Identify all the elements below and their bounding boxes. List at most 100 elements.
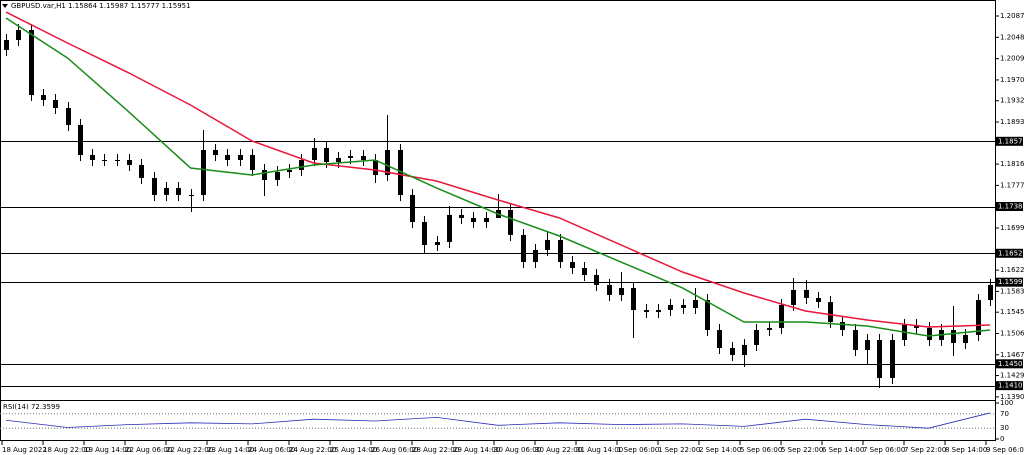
candle-body (508, 210, 513, 235)
candle-body (29, 30, 34, 96)
candle-body (90, 154, 95, 160)
x-tick-label: 5 Sep 22:00 (781, 446, 823, 454)
x-tick-label: 24 Aug 22:00 (289, 446, 336, 454)
candle-body (176, 187, 181, 195)
candle-body (373, 160, 378, 175)
candle-body (250, 154, 255, 170)
candle-body (828, 302, 833, 323)
candle-body (816, 297, 821, 303)
y-tick-label: 1.18930 (1000, 118, 1024, 126)
rsi-tick-label: 70 (1000, 410, 1009, 418)
candle-body (730, 347, 735, 355)
candle-body (754, 330, 759, 345)
candle-body (717, 330, 722, 348)
level-label-box (996, 202, 1023, 212)
candle-body (385, 150, 390, 175)
y-tick-label: 1.15450 (1000, 308, 1024, 316)
candle-body (484, 217, 489, 223)
candle-body (644, 310, 649, 313)
candle-body (189, 194, 194, 196)
menu-arrow[interactable] (2, 4, 8, 8)
candle-body (238, 154, 243, 160)
candle-body (201, 150, 206, 195)
candle-body (139, 164, 144, 178)
candle-body (78, 124, 83, 155)
chart-title: GBPUSD.var,H1 1.15864 1.15987 1.15777 1.… (11, 2, 191, 10)
frame (0, 0, 996, 441)
y-tick-label: 1.19320 (1000, 97, 1024, 105)
rsi-tick-label: 100 (1000, 399, 1013, 407)
x-tick-label: 9 Sep 06:00 (986, 446, 1024, 454)
candle-body (102, 160, 107, 161)
candle-body (299, 160, 304, 170)
rsi-line (5, 412, 991, 429)
candle-body (471, 217, 476, 223)
y-tick-label: 1.14290 (1000, 372, 1024, 380)
candle-body (840, 322, 845, 330)
level-label: 1.17384 (998, 203, 1024, 211)
x-tick-label: 29 Aug 14:00 (453, 446, 500, 454)
candle-body (927, 327, 932, 340)
level-label-box (996, 248, 1023, 258)
x-tick-label: 1 Sep 06:00 (617, 446, 659, 454)
candle-body (877, 340, 882, 378)
x-tick-label: 2 Sep 14:00 (699, 446, 741, 454)
level-label: 1.18577 (998, 137, 1024, 145)
candle-body (164, 187, 169, 195)
level-label-box (996, 381, 1023, 391)
candle-body (594, 274, 599, 285)
level-label-box (996, 359, 1023, 369)
y-tick-label: 1.20090 (1000, 55, 1024, 63)
candle-body (705, 300, 710, 330)
level-label-box (996, 136, 1023, 146)
x-tick-label: 7 Sep 06:00 (863, 446, 905, 454)
candle-body (53, 100, 58, 108)
candle-body (976, 300, 981, 335)
level-label: 1.14505 (998, 360, 1024, 368)
candle-body (447, 214, 452, 243)
candle-body (767, 327, 772, 330)
candle-body (213, 150, 218, 155)
y-tick-label: 1.14670 (1000, 351, 1024, 359)
y-tick-label: 1.18160 (1000, 160, 1024, 168)
x-tick-label: 5 Sep 06:00 (740, 446, 782, 454)
y-tick-label: 1.16220 (1000, 266, 1024, 274)
candle-body (287, 170, 292, 173)
candle-body (582, 267, 587, 275)
candle-body (410, 194, 415, 223)
candle-body (262, 170, 267, 180)
y-tick-label: 1.16990 (1000, 224, 1024, 232)
candle-body (152, 177, 157, 195)
x-tick-label: 18 Aug 2022 (2, 446, 47, 454)
candle-body (422, 222, 427, 245)
x-tick-label: 23 Aug 14:00 (207, 446, 254, 454)
candle-body (791, 290, 796, 305)
level-label: 1.15999 (998, 278, 1024, 286)
candle-body (668, 304, 673, 310)
candle-body (4, 40, 9, 50)
candle-body (336, 157, 341, 163)
candle-body (631, 287, 636, 310)
rsi-tick-label: 30 (1000, 424, 1009, 432)
candle-body (312, 147, 317, 160)
y-tick-label: 1.17770 (1000, 181, 1024, 189)
candle-body (545, 240, 550, 250)
candle-body (66, 107, 71, 125)
x-tick-label: 22 Aug 06:00 (125, 446, 172, 454)
x-tick-label: 1 Sep 22:00 (658, 446, 700, 454)
moving-average (5, 17, 991, 337)
x-tick-label: 19 Aug 14:00 (84, 446, 131, 454)
candle-body (521, 234, 526, 263)
x-tick-label: 18 Aug 22:00 (43, 446, 90, 454)
y-tick-label: 1.15060 (1000, 329, 1024, 337)
candle-body (225, 154, 230, 160)
y-tick-label: 1.13900 (1000, 393, 1024, 401)
rsi-tick-label: 0 (1000, 435, 1004, 443)
candle-body (570, 262, 575, 268)
candle-body (533, 250, 538, 263)
level-label: 1.14106 (998, 382, 1024, 390)
y-tick-label: 1.15830 (1000, 287, 1024, 295)
candle-body (16, 30, 21, 40)
